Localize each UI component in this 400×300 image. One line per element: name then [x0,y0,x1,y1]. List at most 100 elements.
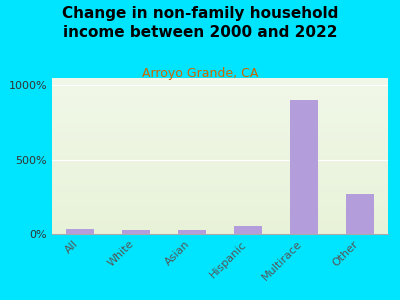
Bar [52,192,388,194]
Bar [52,214,388,215]
Bar [52,175,388,176]
Bar [52,153,388,154]
Bar [52,178,388,179]
Bar [66,229,94,234]
Bar [52,203,388,204]
Bar [234,226,262,234]
Bar [52,101,388,103]
Bar [52,117,388,118]
Bar [52,167,388,169]
Bar [52,194,388,195]
Bar [52,84,388,86]
Bar [52,223,388,225]
Bar [52,86,388,87]
Bar [52,215,388,217]
Bar [52,128,388,130]
Bar [52,94,388,95]
Bar [52,186,388,187]
Bar [52,139,388,140]
Bar [52,136,388,137]
Bar [52,226,388,228]
Bar [52,187,388,189]
Bar [52,206,388,208]
Bar [52,196,388,198]
Bar [52,80,388,81]
Bar [52,156,388,158]
Bar [52,137,388,139]
Bar [52,169,388,170]
Bar [52,173,388,175]
Bar [52,164,388,165]
Bar [52,134,388,136]
Bar [52,133,388,134]
Bar [52,95,388,97]
Text: Arroyo Grande, CA: Arroyo Grande, CA [142,68,258,80]
Bar [52,204,388,206]
Bar [52,108,388,109]
Bar [122,230,150,234]
Bar [52,154,388,156]
Bar [52,130,388,131]
Bar [52,201,388,203]
Bar [52,151,388,153]
Bar [52,81,388,83]
Bar [52,125,388,126]
Bar [52,218,388,220]
Bar [52,143,388,145]
Bar [52,131,388,133]
Bar [178,230,206,234]
Bar [52,184,388,186]
Bar [52,211,388,212]
Bar [52,231,388,232]
Bar [52,195,388,196]
Bar [52,142,388,143]
Bar [52,212,388,214]
Bar [52,159,388,161]
Bar [52,225,388,226]
Bar [52,181,388,182]
Bar [52,209,388,211]
Bar [52,78,388,80]
Bar [52,111,388,112]
Bar [52,118,388,120]
Bar [52,89,388,91]
Bar [52,161,388,162]
Bar [52,220,388,221]
Bar [52,92,388,94]
Bar [52,120,388,122]
Bar [52,98,388,100]
Bar [52,162,388,164]
Bar [52,148,388,150]
Bar [52,97,388,98]
Bar [52,176,388,178]
Bar [52,217,388,218]
Bar [52,158,388,159]
Bar [52,145,388,147]
Bar [52,229,388,231]
Bar [52,114,388,116]
Bar [52,198,388,200]
Bar [52,91,388,92]
Bar [52,182,388,184]
Bar [52,150,388,151]
Bar [52,106,388,108]
Bar [52,100,388,101]
Bar [52,87,388,89]
Text: Change in non-family household
income between 2000 and 2022: Change in non-family household income be… [62,6,338,40]
Bar [52,83,388,84]
Bar [52,190,388,192]
Bar [52,112,388,114]
Bar [52,123,388,125]
Bar [52,170,388,172]
Bar [52,179,388,181]
Bar [52,109,388,111]
Bar [52,104,388,106]
Bar [52,126,388,128]
Bar [52,189,388,190]
Bar [52,165,388,167]
Bar [52,228,388,229]
Bar [52,122,388,123]
Bar [52,200,388,201]
Bar [52,103,388,104]
Bar [346,194,374,234]
